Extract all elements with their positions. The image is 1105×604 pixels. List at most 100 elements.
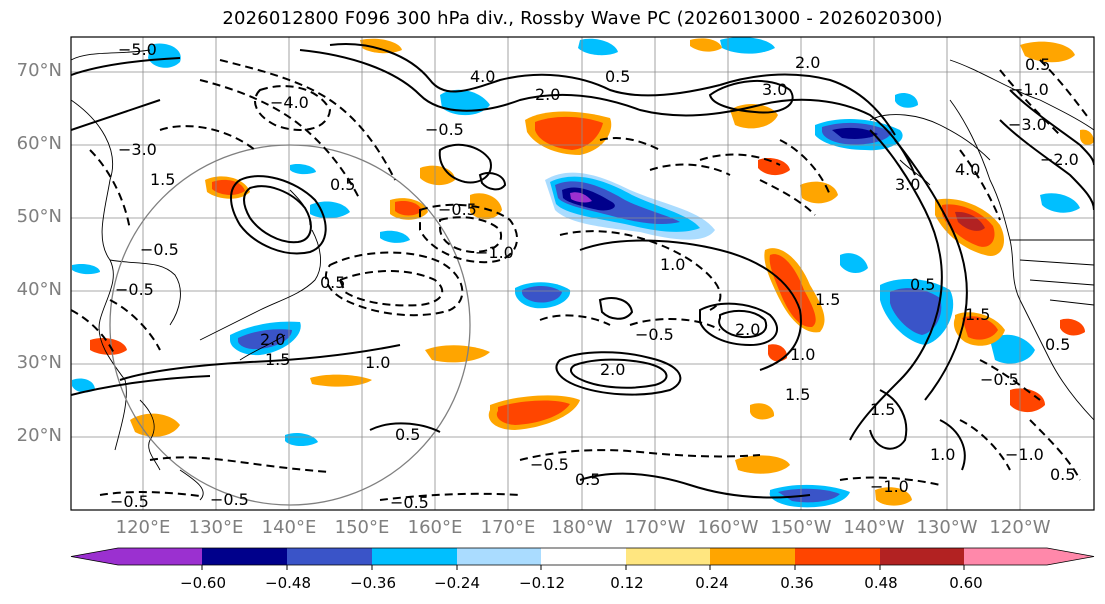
contour-label: 1.0 [660,255,685,274]
contour-label: −1.0 [1005,445,1044,464]
colorbar-tick-label: −0.36 [350,574,396,592]
contour-label: 3.0 [762,80,787,99]
lat-label-40: 40°N [16,279,62,300]
lon-label-160w: 160°W [697,517,759,538]
colorbar-swatch [202,548,287,565]
contour-label: −0.5 [635,325,674,344]
colorbar-swatch [372,548,457,565]
contour-label: 4.0 [470,67,495,86]
contour-label: −2.0 [1040,150,1079,169]
map-title: 2026012800 F096 300 hPa div., Rossby Wav… [222,8,943,29]
lon-label-150w: 150°W [770,517,832,538]
colorbar-tick-label: −0.12 [519,574,565,592]
contour-label: −5.0 [118,40,157,59]
map-layers [71,37,1094,510]
colorbar-extend-max [1047,548,1094,565]
lon-label-170e: 170°E [480,517,536,538]
lat-label-50: 50°N [16,206,62,227]
contour-label: 0.5 [320,273,345,292]
colorbar-tick-label: −0.24 [434,574,480,592]
graticule [71,37,1094,510]
contour-label: 1.5 [870,400,895,419]
contour-label: 1.0 [930,445,955,464]
colorbar-tick-label: −0.60 [180,574,226,592]
contour-label: −0.5 [438,200,477,219]
contour-label: −0.5 [115,280,154,299]
contour-label: 2.0 [735,320,760,339]
contour-label: 0.5 [575,470,600,489]
colorbar-swatch [118,548,202,565]
contour-label: −0.5 [140,240,179,259]
contour-label: 0.5 [910,275,935,294]
contour-label: −0.5 [530,455,569,474]
contour-labels: −5.0 −4.0 4.0 3.0 2.0 2.0 0.5 −0.5 −3.0 … [110,40,1079,512]
lon-label-150e: 150°E [334,517,390,538]
contour-label: 0.5 [605,67,630,86]
range-circle [109,144,471,506]
map-background [71,37,1094,510]
contour-label: −4.0 [270,93,309,112]
lon-label-120e: 120°E [115,517,171,538]
colorbar [70,547,1095,570]
contour-label: −1.0 [1010,80,1049,99]
contours-negative [71,59,1091,501]
contour-label: 1.0 [365,353,390,372]
contour-label: 0.5 [395,425,420,444]
colorbar-swatch [795,548,880,565]
contour-label: 2.0 [260,330,285,349]
colorbar-swatch [964,548,1047,565]
contour-label: 2.0 [600,360,625,379]
lat-label-30: 30°N [16,352,62,373]
lon-label-130w: 130°W [916,517,978,538]
contour-label: 1.5 [150,170,175,189]
colorbar-tick-label: −0.48 [265,574,311,592]
colorbar-swatch [880,548,964,565]
colorbar-tick-label: 0.12 [610,574,644,592]
contour-label: 0.5 [1045,335,1070,354]
contour-label: 1.5 [265,350,290,369]
colorbar-swatch [457,548,541,565]
contour-label: 2.0 [535,85,560,104]
lat-label-60: 60°N [16,133,62,154]
contour-label: −0.5 [980,370,1019,389]
colorbar-extend-min [71,548,118,565]
shading-positive [90,38,1094,506]
map-frame [70,36,1095,511]
colorbar-outline [70,547,1095,566]
colorbar-swatch [626,548,710,565]
contour-label: −0.5 [210,490,249,509]
colorbar-swatch [287,548,372,565]
contour-label: −1.0 [475,243,514,262]
contour-label: 2.0 [795,53,820,72]
colorbar-tick-label: 0.48 [864,574,898,592]
contour-label: 3.0 [895,175,920,194]
contour-label: 4.0 [955,160,980,179]
contour-label: −0.5 [390,493,429,512]
lon-label-130e: 130°E [188,517,244,538]
contour-label: −3.0 [1008,115,1047,134]
lon-label-170w: 170°W [624,517,686,538]
contour-label: 1.5 [815,290,840,309]
contour-label: −0.5 [425,120,464,139]
lon-label-160e: 160°E [407,517,463,538]
contour-label: −3.0 [118,140,157,159]
contour-label: 1.5 [965,305,990,324]
lon-label-180w: 180°W [551,517,613,538]
contour-label: 0.5 [1050,465,1075,484]
shading-negative [72,37,1080,508]
lon-label-120w: 120°W [989,517,1051,538]
contour-label: 0.5 [1025,55,1050,74]
colorbar-tick-label: 0.60 [949,574,983,592]
coastlines [71,49,1094,501]
lon-label-140e: 140°E [261,517,317,538]
lon-label-140w: 140°W [843,517,905,538]
contour-label: 1.5 [785,385,810,404]
contour-label: −0.5 [110,492,149,511]
lat-label-70: 70°N [16,60,62,81]
contour-label: −1.0 [870,477,909,496]
contour-label: 1.0 [790,345,815,364]
colorbar-tick-label: 0.24 [695,574,729,592]
contour-label: 0.5 [330,175,355,194]
contours-positive [71,43,1094,499]
